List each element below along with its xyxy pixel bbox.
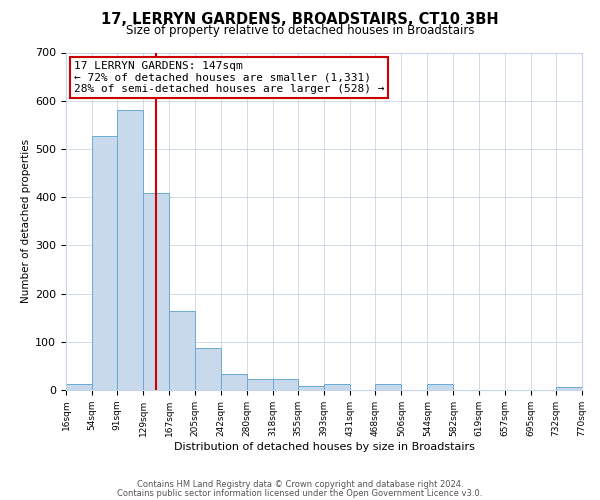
Text: 17 LERRYN GARDENS: 147sqm
← 72% of detached houses are smaller (1,331)
28% of se: 17 LERRYN GARDENS: 147sqm ← 72% of detac…: [74, 61, 384, 94]
Bar: [556, 386, 582, 390]
Bar: [143, 194, 169, 390]
Bar: [92, 136, 118, 390]
Y-axis label: Number of detached properties: Number of detached properties: [21, 139, 31, 304]
Bar: [169, 312, 196, 390]
Bar: [324, 384, 350, 390]
Text: Contains public sector information licensed under the Open Government Licence v3: Contains public sector information licen…: [118, 489, 482, 498]
Bar: [66, 384, 92, 390]
Text: 17, LERRYN GARDENS, BROADSTAIRS, CT10 3BH: 17, LERRYN GARDENS, BROADSTAIRS, CT10 3B…: [101, 12, 499, 28]
Bar: [118, 110, 143, 390]
Text: Size of property relative to detached houses in Broadstairs: Size of property relative to detached ho…: [126, 24, 474, 37]
X-axis label: Distribution of detached houses by size in Broadstairs: Distribution of detached houses by size …: [173, 442, 475, 452]
Bar: [272, 379, 298, 390]
Text: Contains HM Land Registry data © Crown copyright and database right 2024.: Contains HM Land Registry data © Crown c…: [137, 480, 463, 489]
Bar: [298, 386, 324, 390]
Bar: [376, 384, 401, 390]
Bar: [247, 379, 272, 390]
Bar: [427, 384, 454, 390]
Bar: [196, 348, 221, 390]
Bar: [221, 374, 247, 390]
